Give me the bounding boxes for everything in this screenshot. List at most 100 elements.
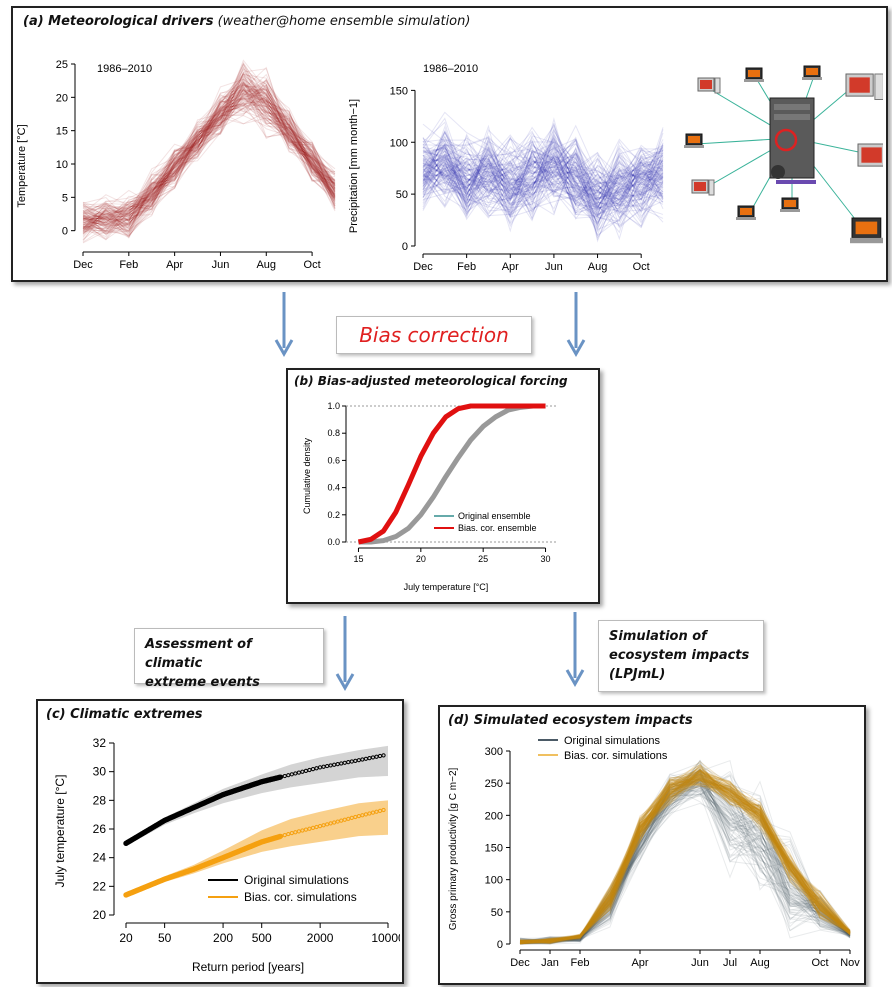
gpp-original-line — [519, 768, 851, 945]
gpp-biascor-line — [519, 769, 851, 945]
gpp-original-line — [519, 774, 851, 945]
gpp-chart: Gross primary productivity [g C m−2] 0 50… — [448, 735, 860, 969]
extremes-biascor-point — [325, 822, 330, 827]
precip-ensemble-line — [422, 161, 664, 217]
precip-ensemble-line — [422, 153, 664, 213]
gpp-biascor-line — [519, 768, 851, 943]
precip-ylabel: Precipitation [mm month−1] — [348, 99, 360, 233]
temp-ensemble-line — [82, 97, 336, 230]
precip-ensemble-line — [422, 144, 664, 225]
precip-ensemble-line — [422, 135, 664, 203]
temp-ensemble-line — [82, 87, 336, 232]
laptop-base — [684, 145, 704, 148]
precip-ensemble-line — [422, 135, 664, 210]
gpp-biascor-line — [519, 770, 851, 943]
gpp-y-tick-label: 300 — [485, 746, 503, 758]
temp-ensemble-line — [82, 84, 336, 236]
temp-ensemble-line — [82, 89, 336, 227]
temp-ensemble-line — [82, 79, 336, 227]
temp-ensemble-line — [82, 99, 336, 231]
temp-ensemble-line — [82, 71, 336, 238]
gpp-lines — [519, 759, 851, 945]
gpp-biascor-line — [519, 774, 851, 942]
gpp-original-line — [519, 781, 851, 943]
temp-ensemble-line — [82, 89, 336, 234]
desktop-display — [861, 147, 882, 163]
gpp-original-line — [519, 779, 851, 943]
gpp-biascor-line — [519, 774, 851, 943]
desktop-icon — [857, 143, 883, 167]
precip-ensemble-line — [422, 154, 664, 211]
gpp-original-line — [519, 771, 851, 943]
temp-ensemble-line — [82, 81, 336, 219]
extremes-original-point — [282, 773, 287, 779]
gpp-original-line — [519, 773, 851, 945]
gpp-original-line — [519, 778, 851, 942]
gpp-original-line — [519, 790, 851, 942]
temp-ensemble-line — [82, 108, 336, 218]
temp-ensemble-line — [82, 88, 336, 235]
precip-ensemble-line — [422, 149, 664, 217]
gpp-original-line — [519, 782, 851, 944]
precip-ensemble-line — [422, 151, 664, 232]
gpp-x-tick-label: Jun — [691, 957, 709, 969]
gpp-biascor-line — [519, 774, 851, 942]
precip-ensemble-line — [422, 157, 664, 217]
gpp-biascor-line — [519, 777, 851, 941]
callout-right-line-2: ecosystem impacts — [609, 648, 750, 663]
desktop-icon — [691, 179, 715, 196]
gpp-original-line — [519, 790, 851, 945]
extremes-biascor-point — [286, 831, 291, 837]
temp-ensemble-line — [82, 95, 336, 234]
temp-ensemble-line — [82, 62, 336, 229]
temp-ensemble-line — [82, 80, 336, 237]
precip-ensemble-line — [422, 140, 664, 215]
laptop-icon — [744, 67, 764, 82]
temp-ensemble-line — [82, 96, 336, 231]
gpp-biascor-line — [519, 771, 851, 944]
gpp-biascor-line — [519, 773, 851, 943]
gpp-biascor-line — [519, 763, 851, 943]
precip-period: 1986–2010 — [423, 63, 478, 75]
precip-ensemble-line — [422, 156, 664, 218]
extremes-chart: July temperature [°C] Return period [yea… — [53, 736, 400, 974]
laptop-display — [784, 200, 796, 207]
gpp-biascor-line — [519, 776, 851, 944]
precip-ensemble-line — [422, 137, 664, 210]
precip-ensemble-line — [422, 148, 664, 219]
gpp-biascor-line — [519, 776, 851, 945]
temp-ensemble-line — [82, 84, 336, 238]
cdf-legend-original: Original ensemble — [458, 511, 531, 521]
gpp-original-line — [519, 781, 851, 942]
gpp-biascor-line — [519, 768, 851, 944]
precip-ensemble-line — [422, 131, 664, 206]
precip-ensemble-line — [422, 144, 664, 216]
precip-ensemble-line — [422, 140, 664, 234]
gpp-original-line — [519, 775, 851, 944]
temp-x-tick-label: Aug — [256, 259, 276, 271]
gpp-biascor-line — [519, 763, 851, 945]
gpp-original-line — [519, 774, 851, 945]
gpp-biascor-line — [519, 783, 851, 943]
temp-ensemble-line — [82, 76, 336, 230]
gpp-biascor-line — [519, 778, 851, 943]
extremes-biascor-point — [293, 830, 298, 835]
gpp-original-line — [519, 775, 851, 945]
gpp-original-line — [519, 767, 851, 941]
gpp-original-line — [519, 793, 851, 944]
precip-ensemble-line — [422, 143, 664, 228]
gpp-biascor-line — [519, 773, 851, 943]
gpp-original-line — [519, 773, 851, 942]
laptop-display — [688, 136, 700, 143]
temp-ensemble-line — [82, 105, 336, 227]
gpp-biascor-line — [519, 779, 851, 942]
extremes-original-point — [300, 769, 305, 774]
gpp-biascor-line — [519, 773, 851, 942]
gpp-biascor-line — [519, 771, 851, 944]
gpp-biascor-line — [519, 776, 851, 945]
laptop-icon — [684, 133, 704, 148]
temp-ensemble-line — [82, 90, 336, 225]
gpp-original-line — [519, 764, 851, 945]
gpp-original-line — [519, 775, 851, 944]
gpp-original-line — [519, 767, 851, 943]
